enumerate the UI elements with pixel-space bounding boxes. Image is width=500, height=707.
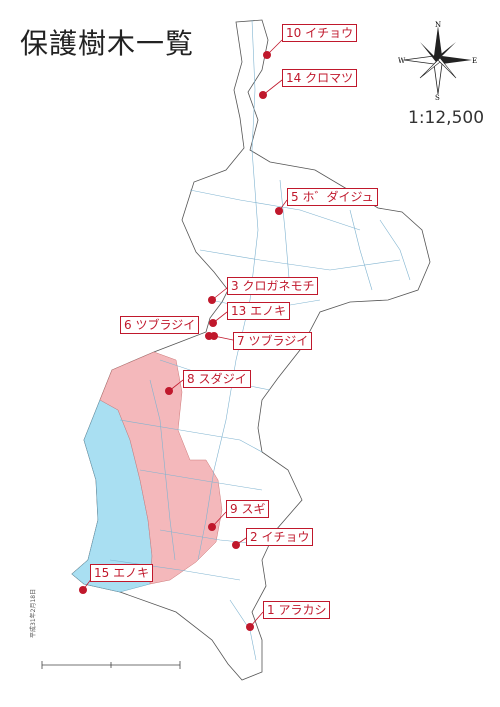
- pink-zone: [99, 351, 223, 585]
- tree-label-7[interactable]: 7 ツブラジイ: [233, 332, 313, 350]
- tree-label-13[interactable]: 13 エノキ: [227, 302, 291, 320]
- tree-label-10[interactable]: 10 イチョウ: [282, 24, 358, 42]
- tree-label-9[interactable]: 9 スギ: [226, 500, 270, 518]
- compass-e: E: [472, 57, 477, 65]
- compass-n: N: [435, 21, 441, 29]
- leader-lines: [82, 39, 288, 628]
- date-note: 平成31年2月18日: [30, 588, 37, 638]
- scale-bar: [41, 661, 181, 669]
- tree-label-15[interactable]: 15 エノキ: [90, 564, 154, 582]
- compass-s: S: [435, 94, 440, 100]
- tree-label-8[interactable]: 8 スダジイ: [183, 370, 251, 388]
- tree-label-3[interactable]: 3 クロガネモチ: [227, 277, 319, 295]
- compass-rose-icon: N S E W: [398, 21, 477, 100]
- tree-label-2[interactable]: 2 イチョウ: [246, 528, 314, 546]
- tree-label-14[interactable]: 14 クロマツ: [282, 69, 358, 87]
- page-title: 保護樹木一覧: [20, 27, 195, 60]
- scale-text: 1:12,500: [408, 108, 485, 128]
- compass-w: W: [398, 57, 406, 65]
- tree-label-6[interactable]: 6 ツブラジイ: [120, 316, 200, 334]
- tree-label-5[interactable]: 5 ホ゛ダイジュ: [287, 188, 378, 206]
- tree-label-1[interactable]: 1 アラカシ: [263, 601, 331, 619]
